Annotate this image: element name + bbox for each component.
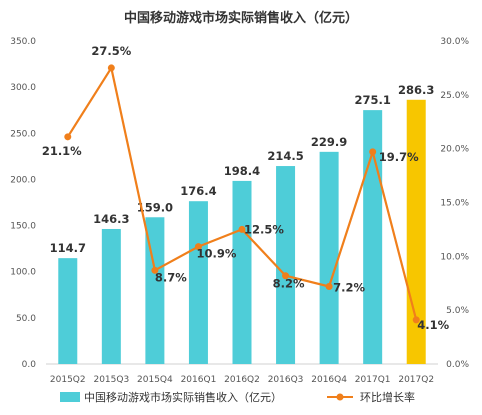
legend-swatch-bar	[60, 392, 80, 402]
bar-data-label: 176.4	[180, 184, 216, 198]
x-tick-label: 2016Q2	[224, 375, 260, 385]
bar	[319, 151, 339, 364]
line-data-label: 27.5%	[91, 44, 131, 58]
y-left-tick-label: 350.0	[10, 37, 36, 47]
line-data-label: 19.7%	[379, 150, 419, 164]
line-data-label: 12.5%	[244, 222, 284, 236]
x-tick-label: 2015Q4	[137, 375, 173, 385]
x-tick-label: 2016Q4	[311, 375, 347, 385]
line-point	[194, 243, 202, 251]
legend-label-line: 环比增长率	[360, 390, 415, 404]
x-tick-label: 2015Q2	[50, 375, 86, 385]
line-point	[238, 225, 246, 233]
line-data-labels: 21.1% 27.5% 8.7% 10.9% 12.5% 8.2% 7.2% 19.7% 4.1…	[42, 44, 450, 332]
line-point	[325, 282, 333, 290]
y-left-tick-label: 200.0	[10, 175, 36, 185]
y-left-tick-label: 0.0	[22, 360, 37, 370]
line-point	[412, 316, 420, 324]
y-right-tick-label: 15.0%	[440, 199, 469, 209]
x-tick-label: 2017Q1	[355, 375, 391, 385]
bar	[101, 228, 121, 364]
bar-data-label: 146.3	[93, 212, 129, 226]
line-point	[369, 148, 377, 156]
y-left-tick-label: 100.0	[10, 268, 36, 278]
line-series	[64, 64, 420, 324]
line-data-label: 8.2%	[273, 277, 305, 291]
y-right-tick-label: 30.0%	[440, 37, 469, 47]
y-left-tick-label: 50.0	[16, 314, 36, 324]
y-left-tick-label: 150.0	[10, 222, 36, 232]
bar	[188, 201, 208, 364]
bar-data-label: 114.7	[50, 241, 86, 255]
y-right-tick-label: 10.0%	[440, 252, 469, 262]
x-tick-label: 2015Q3	[93, 375, 129, 385]
x-tick-label: 2017Q2	[398, 375, 434, 385]
y-right-tick-label: 20.0%	[440, 145, 469, 155]
legend: 中国移动游戏市场实际销售收入（亿元） 环比增长率	[60, 390, 415, 404]
x-tick-label: 2016Q1	[181, 375, 217, 385]
y-right-tick-label: 0.0%	[446, 360, 469, 370]
bar-data-labels: 114.7 146.3 159.0 176.4 198.4 214.5 229.9 275.1…	[50, 83, 435, 255]
y-right-tick-label: 5.0%	[446, 306, 469, 316]
y-left-tick-label: 300.0	[10, 83, 36, 93]
line-point	[282, 272, 290, 280]
line-data-label: 7.2%	[333, 280, 365, 294]
bar-data-label: 214.5	[267, 149, 303, 163]
line-point	[151, 266, 159, 274]
bar-data-label: 229.9	[311, 135, 347, 149]
y-right-tick-label: 25.0%	[440, 91, 469, 101]
y-right-axis: 0.0% 5.0% 10.0% 15.0% 20.0% 25.0% 30.0%	[440, 37, 469, 370]
bar-data-label: 286.3	[398, 83, 434, 97]
line-data-label: 21.1%	[42, 144, 82, 158]
line-point	[64, 133, 72, 141]
legend-label-bar: 中国移动游戏市场实际销售收入（亿元）	[84, 390, 282, 404]
bar-series	[58, 99, 426, 364]
bar-data-label: 198.4	[224, 164, 260, 178]
y-left-axis: 0.0 50.0 100.0 150.0 200.0 250.0 300.0 350.0	[10, 37, 36, 370]
line-point	[107, 64, 115, 72]
legend-swatch-marker	[336, 393, 344, 401]
bar	[363, 110, 383, 364]
bar-data-label: 159.0	[137, 200, 173, 214]
bar	[276, 166, 296, 364]
bar-data-label: 275.1	[354, 93, 390, 107]
bar	[232, 180, 252, 364]
x-tick-label: 2016Q3	[268, 375, 304, 385]
line-data-label: 10.9%	[196, 247, 236, 261]
bar	[145, 217, 165, 364]
y-left-tick-label: 250.0	[10, 129, 36, 139]
line-data-label: 8.7%	[155, 270, 187, 284]
bar	[58, 258, 78, 364]
x-axis: 2015Q2 2015Q3 2015Q4 2016Q1 2016Q2 2016Q3 2016…	[50, 375, 434, 385]
chart-title: 中国移动游戏市场实际销售收入（亿元）	[124, 10, 358, 26]
line-data-label: 4.1%	[417, 318, 449, 332]
